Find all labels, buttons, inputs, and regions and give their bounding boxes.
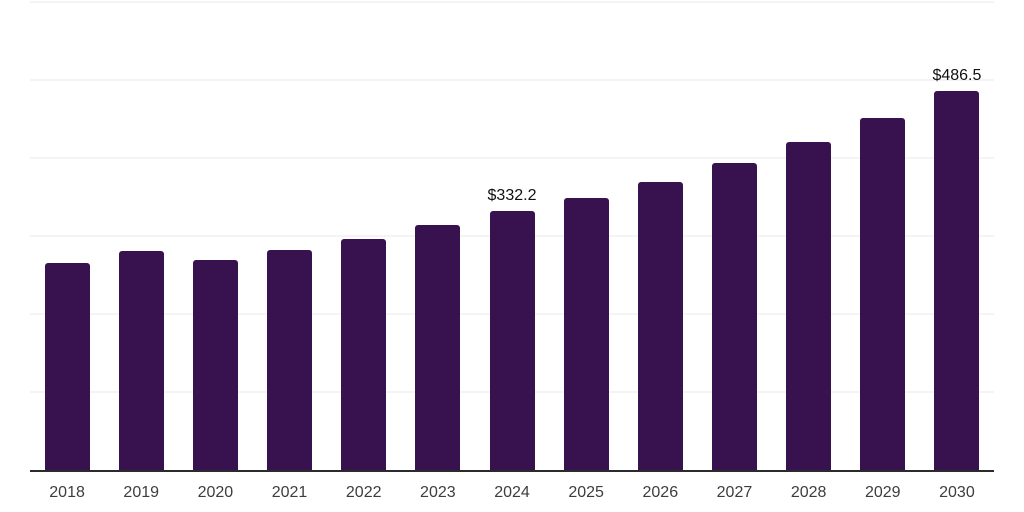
gridline-400 bbox=[30, 157, 994, 159]
x-tick-label-2026: 2026 bbox=[642, 484, 679, 501]
gridline-600 bbox=[30, 1, 994, 3]
x-tick-label-2024: 2024 bbox=[494, 484, 530, 501]
bar-2030 bbox=[934, 90, 980, 470]
bar-2029 bbox=[860, 117, 906, 470]
bar-2025 bbox=[563, 197, 609, 470]
x-tick-label-2030: 2030 bbox=[939, 484, 975, 501]
bar-2027 bbox=[711, 163, 757, 470]
bar-2021 bbox=[267, 249, 313, 470]
bar-2019 bbox=[118, 251, 164, 470]
x-tick-label-2019: 2019 bbox=[123, 484, 160, 501]
bar-2028 bbox=[786, 142, 832, 470]
x-tick-label-2021: 2021 bbox=[271, 484, 308, 501]
bar-2024 bbox=[489, 210, 535, 470]
x-tick-label-2022: 2022 bbox=[345, 484, 382, 501]
bar-2018 bbox=[44, 262, 90, 470]
bar-2020 bbox=[192, 260, 238, 470]
bar-2023 bbox=[415, 225, 461, 470]
x-axis-line bbox=[30, 470, 994, 472]
x-tick-label-2020: 2020 bbox=[197, 484, 234, 501]
bar-value-label-2024: $332.2 bbox=[487, 186, 537, 204]
x-tick-label-2028: 2028 bbox=[790, 484, 827, 501]
x-tick-label-2029: 2029 bbox=[864, 484, 901, 501]
bar-value-label-2030: $486.5 bbox=[932, 66, 982, 84]
bar-2026 bbox=[637, 181, 683, 470]
x-tick-label-2025: 2025 bbox=[568, 484, 604, 501]
x-tick-label-2027: 2027 bbox=[716, 484, 753, 501]
x-tick-label-2023: 2023 bbox=[420, 484, 456, 501]
gridline-500 bbox=[30, 79, 994, 81]
bar-2022 bbox=[341, 238, 387, 470]
x-tick-label-2018: 2018 bbox=[49, 484, 85, 501]
